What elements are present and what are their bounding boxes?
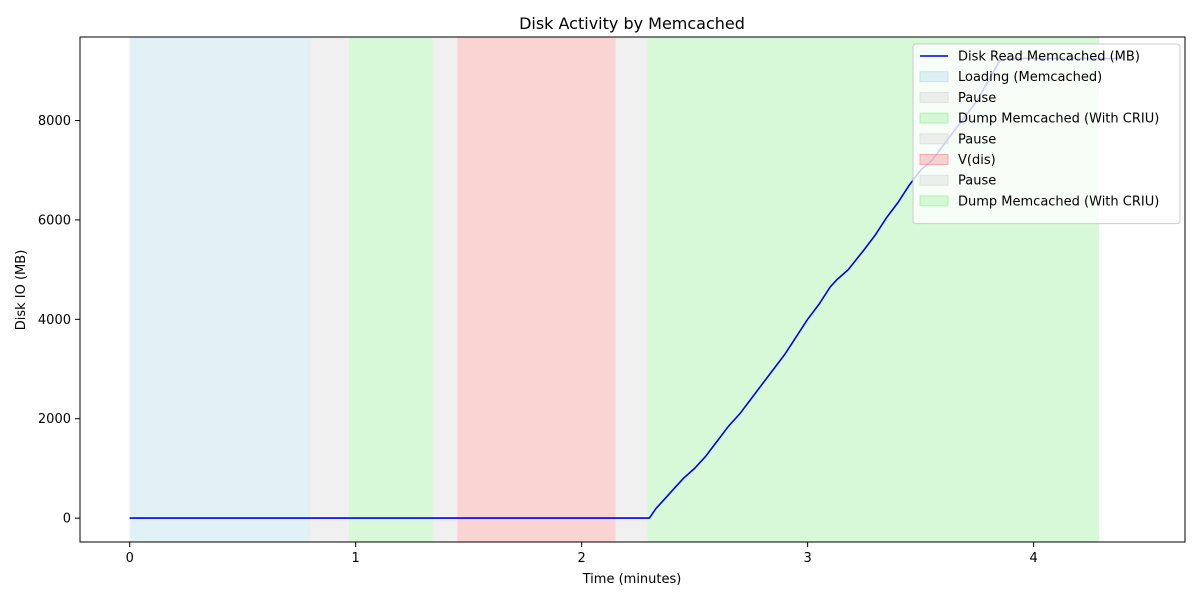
y-tick-label: 4000 <box>38 313 71 328</box>
x-axis-label: Time (minutes) <box>582 572 682 587</box>
x-tick-label: 3 <box>803 551 811 566</box>
legend-patch-swatch <box>919 112 949 124</box>
legend-label: Dump Memcached (With CRIU) <box>958 112 1159 127</box>
chart-title: Disk Activity by Memcached <box>519 14 745 33</box>
legend-label: Dump Memcached (With CRIU) <box>958 194 1159 209</box>
phase-span-4 <box>457 37 616 542</box>
legend-label: Disk Read Memcached (MB) <box>958 50 1140 65</box>
legend-label: V(dis) <box>958 153 996 168</box>
legend-label: Loading (Memcached) <box>958 70 1102 85</box>
legend-patch-swatch <box>919 91 949 103</box>
legend-box <box>912 43 1181 225</box>
phase-span-5 <box>615 37 648 542</box>
y-tick-label: 2000 <box>38 412 71 427</box>
x-axis-ticks: 0 1 2 3 4 <box>126 542 1038 566</box>
y-tick-label: 0 <box>63 512 71 527</box>
phase-span-3 <box>432 37 458 542</box>
x-tick-label: 1 <box>352 551 360 566</box>
legend-patch-swatch <box>919 174 949 186</box>
legend-patch-swatch <box>919 154 949 165</box>
phase-span-0 <box>129 37 311 542</box>
x-tick-label: 0 <box>126 551 134 566</box>
y-tick-label: 6000 <box>38 213 71 228</box>
legend-label: Pause <box>958 91 996 106</box>
plot-frame <box>79 36 1186 543</box>
legend-label: Pause <box>958 132 996 147</box>
y-axis-label: Disk IO (MB) <box>14 250 29 331</box>
phase-span-1 <box>310 37 349 542</box>
y-axis-ticks: 0 2000 4000 6000 8000 <box>38 114 80 527</box>
legend-label: Pause <box>958 174 996 189</box>
y-tick-label: 8000 <box>38 114 71 129</box>
phase-span-2 <box>348 37 433 542</box>
legend: Disk Read Memcached (MB) Loading (Memcach… <box>912 43 1181 225</box>
legend-patch-swatch <box>919 195 949 207</box>
x-tick-label: 2 <box>578 551 586 566</box>
legend-patch-swatch <box>919 71 949 83</box>
legend-patch-swatch <box>919 133 949 145</box>
x-tick-label: 4 <box>1029 551 1037 566</box>
